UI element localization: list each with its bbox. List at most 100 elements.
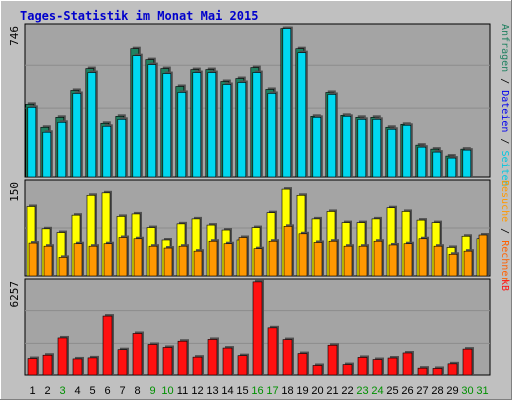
bar-besuche (193, 250, 203, 277)
bar-besuche (208, 240, 218, 277)
y-axis-max-label: 6257 (8, 281, 21, 308)
bar-kb (252, 281, 263, 376)
x-tick-label: 23 (356, 385, 368, 397)
bar-besuche (358, 245, 368, 277)
bar-kb (372, 359, 383, 376)
x-tick-label: 29 (446, 385, 458, 397)
panel-1: 746 Anfragen / Dateien / Seiten (8, 23, 510, 187)
bar-kb (327, 344, 338, 376)
bar-besuche (298, 233, 308, 277)
x-tick-label: 24 (371, 385, 383, 397)
chart-panels: 746 Anfragen / Dateien / Seiten 150 Besuche… (8, 23, 510, 376)
bar-dateien (192, 72, 202, 178)
bar-kb (432, 368, 443, 376)
bar-dateien (57, 121, 67, 178)
bar-dateien (87, 72, 97, 178)
x-tick-label: 17 (266, 385, 278, 397)
bar-dateien (72, 93, 82, 178)
bar-kb (237, 355, 248, 376)
bar-kb (147, 344, 158, 376)
y-axis-max-label: 746 (8, 26, 21, 46)
bar-kb (222, 347, 233, 376)
bar-kb (192, 356, 203, 376)
bar-dateien (357, 119, 367, 178)
bar-besuche (28, 242, 38, 277)
bar-kb (72, 358, 83, 376)
bar-besuche (343, 245, 353, 277)
bar-kb (417, 367, 428, 376)
x-tick-label: 15 (236, 385, 248, 397)
bar-kb (207, 339, 218, 376)
bar-dateien (102, 125, 112, 178)
legend-entry: / (499, 222, 510, 240)
legend-entry: Rechner (499, 240, 510, 282)
bar-dateien (267, 93, 277, 178)
bar-besuche (148, 245, 158, 277)
x-tick-label: 13 (206, 385, 218, 397)
panel-2: 150 Besuche / Rechner (8, 179, 510, 282)
bar-besuche (283, 226, 293, 277)
bar-kb (27, 358, 38, 376)
bar-dateien (42, 131, 52, 178)
bar-besuche (223, 243, 233, 277)
bar-besuche (478, 234, 488, 277)
bar-kb (162, 347, 173, 376)
x-tick-label: 22 (341, 385, 353, 397)
bar-kb (297, 353, 308, 376)
series-legend: Anfragen / Dateien / Seiten (499, 24, 510, 187)
bar-dateien (27, 107, 37, 178)
bar-dateien (252, 72, 262, 178)
x-tick-label: 21 (326, 385, 338, 397)
bar-dateien (462, 149, 472, 178)
bar-kb (387, 357, 398, 376)
bar-besuche (463, 250, 473, 277)
x-tick-label: 18 (281, 385, 293, 397)
bar-dateien (342, 116, 352, 178)
bar-besuche (163, 247, 173, 277)
x-tick-label: 10 (161, 385, 173, 397)
bar-besuche (328, 240, 338, 277)
bar-kb (462, 348, 473, 376)
bar-besuche (253, 248, 263, 277)
bar-dateien (147, 64, 157, 178)
panel-3: 6257 kB (8, 278, 510, 376)
bar-besuche (58, 257, 68, 277)
bar-besuche (103, 243, 113, 277)
x-tick-label: 6 (104, 385, 110, 397)
x-tick-label: 31 (476, 385, 488, 397)
legend-entry: / (499, 72, 510, 90)
x-tick-label: 7 (119, 385, 125, 397)
x-tick-label: 27 (416, 385, 428, 397)
legend-entry: / (499, 132, 510, 150)
bar-besuche (433, 245, 443, 277)
bar-dateien (387, 128, 397, 178)
legend-entry: Anfragen (499, 24, 510, 72)
bar-dateien (402, 124, 412, 178)
x-tick-label: 26 (401, 385, 413, 397)
bar-kb (447, 363, 458, 376)
bar-kb (282, 339, 293, 376)
bar-dateien (222, 84, 232, 178)
bar-besuche (448, 253, 458, 277)
y-axis-max-label: 150 (8, 182, 21, 202)
bar-kb (402, 352, 413, 376)
bar-dateien (282, 28, 292, 178)
series-legend: kB (499, 279, 510, 291)
bar-besuche (88, 245, 98, 277)
bar-kb (102, 315, 113, 376)
bar-besuche (268, 240, 278, 277)
x-tick-label: 8 (134, 385, 140, 397)
bar-kb (267, 327, 278, 376)
bar-dateien (132, 55, 142, 178)
x-tick-label: 12 (191, 385, 203, 397)
bar-kb (357, 357, 368, 376)
series-legend: Besuche / Rechner (499, 180, 510, 282)
bar-dateien (117, 119, 127, 178)
bar-dateien (297, 52, 307, 178)
x-tick-label: 30 (461, 385, 473, 397)
x-tick-label: 28 (431, 385, 443, 397)
bar-kb (57, 337, 68, 376)
legend-entry: Besuche (499, 180, 510, 222)
bar-dateien (447, 157, 457, 178)
x-tick-label: 3 (59, 385, 65, 397)
